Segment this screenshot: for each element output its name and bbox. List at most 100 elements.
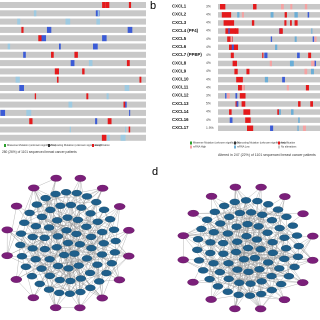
alteration: [294, 20, 298, 26]
legend-swatch: [278, 141, 280, 145]
edge: [235, 187, 259, 227]
alteration: [239, 93, 246, 99]
inner-node: [256, 278, 267, 285]
inner-node: [231, 238, 243, 245]
alteration: [232, 60, 237, 67]
alteration: [54, 68, 59, 75]
outer-node: [297, 279, 309, 287]
edge: [203, 262, 269, 271]
alteration: [125, 101, 127, 108]
gene-label: CXCL10: [172, 77, 189, 82]
alteration: [227, 36, 233, 42]
percent-label: 4%: [206, 12, 211, 16]
inner-node: [61, 227, 72, 234]
inner-node: [27, 233, 38, 241]
alteration: [223, 20, 235, 26]
alteration: [34, 93, 37, 100]
alteration: [105, 2, 110, 8]
edge: [202, 201, 235, 271]
alteration: [290, 60, 294, 67]
inner-node: [36, 213, 48, 221]
track: [0, 126, 146, 133]
edge: [16, 244, 21, 280]
alteration: [96, 18, 100, 25]
inner-node: [231, 223, 242, 230]
inner-node: [44, 256, 55, 263]
inner-node: [52, 233, 64, 240]
alteration: [236, 101, 239, 107]
edge: [41, 254, 103, 269]
inner-node: [60, 189, 72, 196]
alteration: [74, 51, 78, 58]
outer-node: [74, 174, 87, 182]
edge: [41, 268, 60, 294]
alteration: [247, 125, 254, 131]
inner-node: [63, 265, 74, 272]
inner-node: [279, 255, 290, 263]
alteration: [225, 93, 227, 99]
inner-node: [16, 253, 28, 260]
outer-node: [1, 252, 13, 260]
inner-node: [40, 194, 51, 202]
alteration: [269, 60, 272, 67]
alteration: [304, 4, 308, 10]
alteration: [245, 117, 251, 123]
track: [0, 35, 146, 42]
inner-node: [34, 280, 45, 288]
percent-label: 4%: [206, 118, 211, 122]
inner-node: [241, 232, 252, 240]
percent-label: 4%: [206, 45, 211, 49]
inner-node: [30, 256, 41, 263]
alteration: [7, 43, 11, 50]
gene-label: CXCL13: [172, 101, 189, 106]
track: [218, 85, 320, 91]
track: [0, 2, 146, 8]
inner-node: [255, 246, 266, 253]
track: [218, 68, 320, 75]
legend-swatch: [4, 144, 6, 147]
inner-node: [291, 232, 303, 239]
edge: [16, 237, 45, 280]
track: [0, 85, 146, 91]
edge: [294, 236, 313, 268]
alteration: [102, 2, 106, 8]
gene-label: CXCL5: [172, 36, 187, 41]
edge: [183, 235, 228, 292]
alteration: [238, 85, 245, 91]
alteration: [310, 68, 314, 75]
edge: [228, 278, 262, 282]
inner-node: [267, 239, 278, 246]
alteration: [310, 101, 314, 107]
alteration: [279, 28, 283, 34]
alteration: [106, 93, 109, 100]
inner-node: [262, 259, 274, 266]
alteration: [68, 101, 73, 108]
inner-node: [256, 290, 267, 298]
inner-node: [266, 286, 278, 294]
track: [0, 101, 146, 108]
inner-node: [44, 272, 56, 280]
alteration: [51, 51, 54, 58]
edge: [238, 283, 282, 296]
edge: [213, 212, 252, 233]
inner-node: [15, 241, 26, 249]
inner-node: [245, 209, 257, 216]
inner-node: [293, 242, 304, 250]
alteration: [127, 26, 133, 33]
alteration: [229, 117, 233, 123]
alteration: [229, 109, 232, 115]
alteration: [286, 85, 289, 91]
inner-node: [283, 273, 295, 280]
gene-label: CXCL11: [172, 85, 189, 90]
alteration: [107, 118, 112, 125]
inner-node: [280, 245, 292, 252]
alteration: [251, 20, 255, 26]
alteration: [284, 20, 287, 26]
outer-node: [10, 202, 23, 210]
percent-label: 4%: [206, 37, 211, 41]
inner-node: [222, 230, 234, 237]
alteration: [107, 134, 110, 141]
track: [218, 60, 320, 67]
inner-node: [55, 202, 66, 210]
inner-node: [65, 277, 76, 285]
